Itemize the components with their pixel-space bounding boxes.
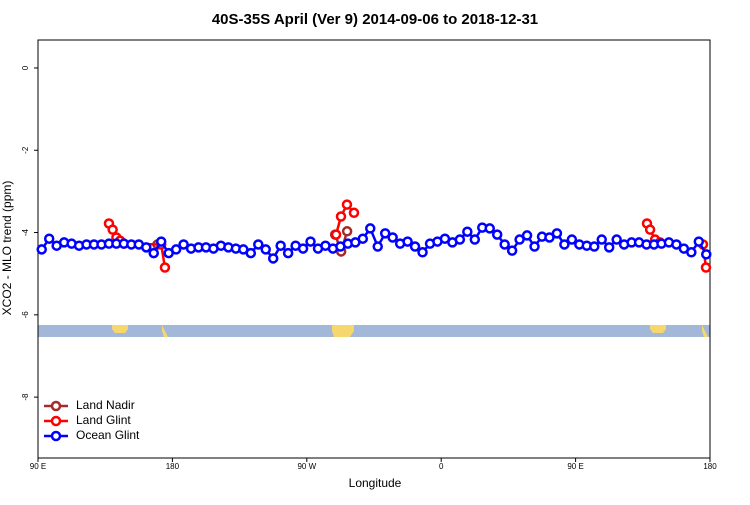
point [267,253,279,264]
point [245,247,257,259]
legend-marker [50,400,62,412]
point [462,226,473,237]
x-tick-label: 90 W [297,462,316,471]
x-tick-label: 90 E [567,462,583,471]
point [341,226,353,237]
point [514,234,525,245]
point [611,234,622,245]
legend-label: Land Glint [76,413,131,427]
point [491,229,503,240]
point [402,236,413,247]
x-tick-label: 180 [703,462,717,471]
point [701,249,712,260]
point [43,233,55,244]
point [253,239,264,250]
point [506,245,518,256]
point [107,224,118,235]
point [589,241,600,252]
point [521,230,533,241]
land-shape [162,325,168,337]
legend-label: Ocean Glint [76,428,140,442]
y-tick-label: -2 [21,146,30,154]
chart-title: 40S-35S April (Ver 9) 2014-09-06 to 2018… [212,11,538,28]
land-shape [112,325,128,333]
point [365,223,376,234]
point [372,241,383,252]
y-tick-label: 0 [21,65,30,70]
legend-label: Land Nadir [76,398,135,412]
point [155,236,167,247]
point [596,234,607,245]
point [335,211,347,222]
point [170,244,182,255]
point [297,243,309,254]
point [379,228,391,239]
point [566,234,578,245]
point [260,244,271,255]
legend-marker [50,430,62,442]
point [348,207,360,219]
point [559,239,570,250]
point [357,233,369,244]
point [454,234,466,245]
x-tick-label: 90 E [30,462,46,471]
x-tick-label: 0 [439,462,444,471]
y-tick-label: -6 [21,311,30,319]
point [178,239,189,250]
point [700,262,712,273]
point [148,247,159,259]
land-shape [650,325,666,333]
point [529,241,540,252]
point [417,247,428,258]
land-shape [332,325,354,337]
point [387,232,398,243]
point [544,232,555,243]
land-shape [702,325,708,337]
point [469,234,481,245]
point [159,262,171,273]
point [330,229,342,240]
point [282,247,294,259]
point [275,240,286,251]
point [644,224,656,235]
y-axis-label: XCO2 - MLO trend (ppm) [0,181,14,316]
point [499,239,510,250]
y-tick-label: -8 [21,393,30,401]
point [36,244,47,255]
point [409,241,421,252]
point [686,247,697,258]
point [693,236,705,247]
point [671,239,682,250]
y-tick-label: -4 [21,228,30,236]
map-strip [38,325,710,337]
point [484,223,495,234]
x-axis-label: Longitude [349,476,402,490]
legend-marker [50,415,62,427]
point [141,242,152,253]
point [341,199,353,210]
ocean-strip [38,325,710,337]
point [551,228,563,239]
point [603,242,615,253]
x-tick-label: 180 [166,462,180,471]
point [305,236,316,247]
